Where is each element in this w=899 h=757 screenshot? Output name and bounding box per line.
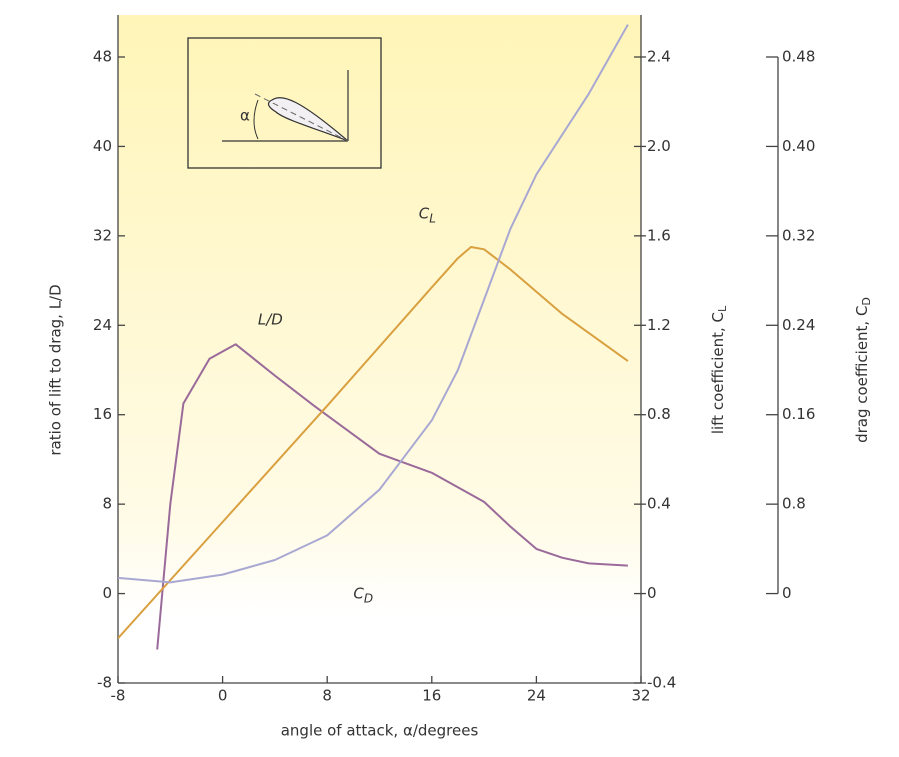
y2-tick-label: 1.6 <box>647 226 671 244</box>
series-label-sub: L <box>429 211 436 225</box>
y3-tick-label: 0.40 <box>782 137 815 155</box>
y2-tick-label: 2.4 <box>647 48 671 66</box>
y2-axis-label-sub: L <box>716 305 729 312</box>
plot-background <box>118 15 641 683</box>
x-tick-label: -8 <box>111 687 126 705</box>
y-axis-label: ratio of lift to drag, L/D <box>47 284 65 455</box>
series-label: L/D <box>258 310 283 328</box>
y3-tick-label: 0.16 <box>782 405 815 423</box>
y2-tick-label: 2.0 <box>647 137 671 155</box>
inset-label: α <box>240 107 250 125</box>
x-axis-label: angle of attack, α/degrees <box>281 722 479 740</box>
series-label-name: C <box>353 584 364 602</box>
x-tick-label: 24 <box>527 687 546 705</box>
y3-tick-label: 0.8 <box>782 495 806 513</box>
y3-tick-label: 0.48 <box>782 48 815 66</box>
y2-tick-label: -0.4 <box>647 674 676 692</box>
y-tick-label: 16 <box>93 405 112 423</box>
y3-axis-label-sub: D <box>860 297 873 305</box>
y2-tick-label: 0.4 <box>647 495 671 513</box>
x-tick-label: 8 <box>322 687 332 705</box>
y3-axis-label-main: drag coefficient, C <box>853 306 871 443</box>
y3-axis-label: drag coefficient, CD <box>853 297 874 443</box>
x-tick-label: 0 <box>218 687 228 705</box>
y-tick-label: 48 <box>93 48 112 66</box>
y-tick-label: 0 <box>102 584 112 602</box>
x-tick-label: 16 <box>422 687 441 705</box>
y2-axis-label: lift coefficient, CL <box>709 305 730 434</box>
y-tick-label: 8 <box>102 495 112 513</box>
y3-tick-label: 0.32 <box>782 226 815 244</box>
y2-tick-label: 0 <box>647 584 657 602</box>
y2-tick-label: 0.8 <box>647 405 671 423</box>
y3-tick-label: 0 <box>782 584 792 602</box>
y-tick-label: 32 <box>93 226 112 244</box>
y-tick-label: 40 <box>93 137 112 155</box>
series-label-name: L/D <box>258 310 283 328</box>
y2-tick-label: 1.2 <box>647 316 671 334</box>
series-label-sub: D <box>364 591 373 605</box>
series-label-name: C <box>419 204 430 222</box>
y2-axis-label-main: lift coefficient, C <box>709 312 727 434</box>
y-tick-label: -8 <box>97 674 112 692</box>
y-tick-label: 24 <box>93 316 112 334</box>
chart: α -808162432-8081624324048-0.400.40.81.2… <box>0 0 899 757</box>
y3-tick-label: 0.24 <box>782 316 815 334</box>
